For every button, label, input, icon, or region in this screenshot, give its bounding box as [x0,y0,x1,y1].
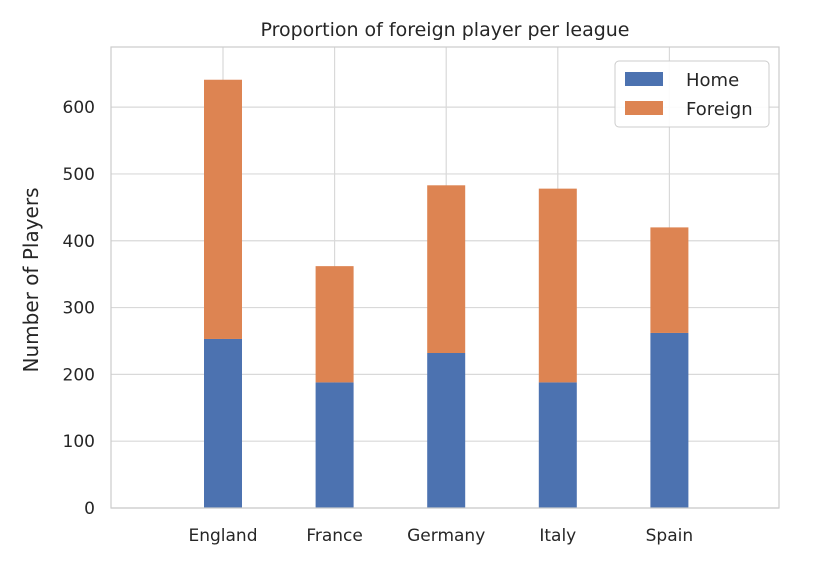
y-axis-title: Number of Players [19,188,43,373]
x-tick-label: Italy [539,526,576,546]
legend-swatch-home [625,72,663,86]
plot-frame [110,46,780,509]
y-tick-label: 600 [63,98,95,118]
x-tick-label: England [188,526,257,546]
tick-labels: 0 100 200 300 400 500 600 England France Germany I… [63,98,694,546]
legend-swatch-foreign [625,101,663,115]
chart-title: Proportion of foreign player per league [260,19,629,41]
bar-home-spain [650,332,689,508]
bars [204,79,689,508]
legend-label-foreign: Foreign [686,99,753,120]
bar-home-italy [538,382,577,508]
x-tick-label: Germany [407,526,485,546]
x-tick-label: France [306,526,363,546]
bar-home-england [204,338,242,508]
bar-foreign-england [204,79,242,339]
bar-foreign-france [315,266,354,383]
y-tick-label: 500 [63,165,95,185]
y-tick-label: 200 [63,365,95,385]
bar-home-germany [427,352,466,508]
legend-label-home: Home [686,70,739,91]
bar-foreign-spain [650,227,689,333]
y-tick-label: 0 [84,499,95,519]
y-tick-label: 300 [63,299,95,319]
bar-foreign-germany [427,185,466,353]
legend: Home Foreign [614,60,770,128]
y-tick-label: 100 [63,432,95,452]
x-tick-label: Spain [646,526,694,546]
y-tick-label: 400 [63,232,95,252]
bar-home-france [315,382,354,508]
bar-foreign-italy [538,188,577,383]
